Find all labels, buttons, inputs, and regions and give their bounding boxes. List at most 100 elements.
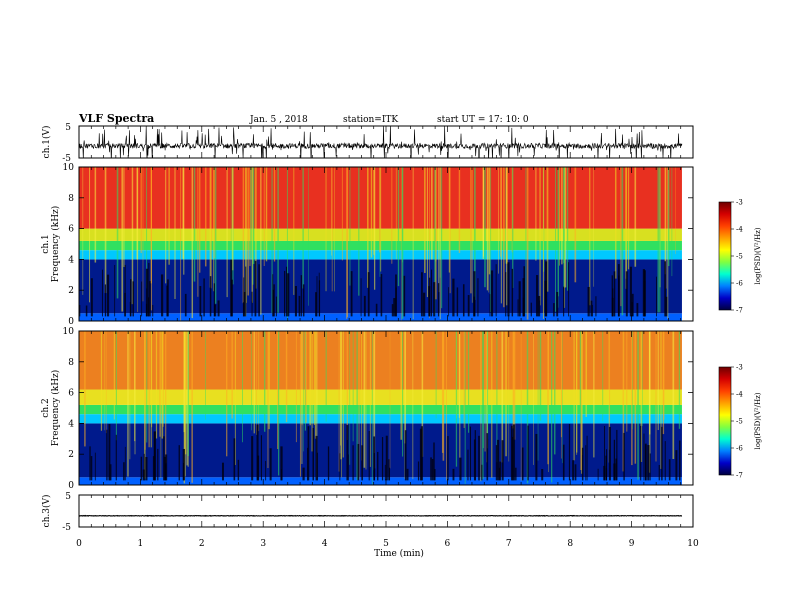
spectrogram-streak (121, 167, 124, 312)
spectrogram-streak (491, 331, 493, 478)
spectrogram-streak (678, 331, 681, 429)
spectrogram-streak (325, 331, 327, 422)
spectrogram-streak (401, 167, 404, 319)
spectrogram-streak (439, 167, 441, 320)
spectrogram-streak (550, 331, 553, 483)
spectrogram-dark-spike (389, 467, 391, 481)
spectrogram-streak (252, 167, 255, 265)
spectrogram-streak (424, 167, 426, 273)
spectrogram-dark-spike (587, 286, 590, 317)
spectrogram-streak (501, 331, 504, 463)
ch2-colorbar-gradient (718, 366, 732, 476)
ch1-spectrogram-image (79, 167, 682, 321)
spectrogram-streak (533, 331, 534, 465)
time-axis-label: Time (min) (374, 548, 424, 559)
spectrogram-streak (547, 331, 549, 465)
spectrogram-dark-spike (604, 425, 605, 481)
ch2-spectrogram-xticks (78, 331, 694, 485)
spectrogram-band-2 (79, 414, 682, 424)
spectrogram-streak (622, 331, 624, 472)
spectrogram-dark-spike (592, 304, 593, 317)
spectrogram-streak (369, 331, 371, 467)
spectrogram-dark-spike (109, 464, 112, 481)
spectrogram-streak (334, 167, 335, 292)
spectrogram-band-1 (79, 423, 682, 478)
spectrogram-streak (561, 167, 563, 265)
spectrogram-dark-spike (486, 433, 489, 481)
spectrogram-dark-spike (512, 436, 514, 481)
spectrogram-streak (441, 167, 443, 309)
spectrogram-streak (623, 331, 625, 450)
spectrogram-dark-spike (605, 455, 607, 481)
spectrogram-streak (127, 331, 129, 477)
spectrogram-streak (197, 167, 199, 297)
spectrogram-dark-spike (618, 275, 620, 317)
spectrogram-streak (526, 167, 529, 320)
spectrogram-dark-spike (501, 440, 504, 481)
spectrogram-streak (370, 167, 373, 258)
ch1-spectrogram-xticks (78, 167, 694, 321)
spectrogram-streak (675, 167, 676, 255)
spectrogram-streak (665, 167, 667, 289)
spectrogram-streak (573, 331, 575, 461)
colorbar-tick-label: -7 (736, 307, 743, 315)
spectrogram-dark-spike (393, 298, 396, 317)
spectrogram-dark-spike (209, 276, 212, 317)
colorbar-tick-label: -4 (736, 226, 743, 234)
colorbar-tick-label: -7 (736, 472, 743, 480)
spectrogram-streak (186, 331, 188, 466)
spectrogram-dark-spike (161, 274, 164, 317)
spectrogram-dark-spike (380, 274, 383, 317)
spectrogram-dark-spike (375, 303, 378, 317)
colorbar-tick-label: -4 (736, 391, 743, 399)
spectrogram-dark-spike (114, 264, 116, 317)
time-axis-tick-label: 3 (260, 539, 266, 549)
spectrogram-dark-spike (367, 272, 370, 317)
spectrogram-streak (458, 167, 461, 253)
spectrogram-dark-spike (462, 284, 465, 317)
time-axis-tick-label: 0 (76, 539, 82, 549)
spectrogram-streak (468, 331, 470, 433)
spectrogram-dark-spike (473, 296, 476, 317)
spectrogram-streak (213, 167, 215, 292)
spectrogram-dark-spike (640, 425, 642, 481)
spectrogram-dark-spike (478, 435, 480, 481)
spectrogram-streak (657, 331, 659, 431)
spectrogram-streak (356, 331, 358, 481)
spectrogram-streak (325, 167, 327, 292)
spectrogram-streak (199, 167, 201, 273)
spectrogram-dark-spike (644, 443, 647, 481)
spectrogram-streak (231, 331, 233, 419)
time-axis-tick-label: 4 (322, 539, 328, 549)
spectrogram-dark-spike (357, 443, 360, 481)
spectrogram-dark-spike (467, 449, 469, 481)
spectrogram-streak (500, 167, 502, 257)
spectrogram-dark-spike (511, 268, 514, 317)
spectrogram-dark-spike (647, 445, 650, 481)
spectrogram-dark-spike (284, 270, 286, 317)
spectrogram-streak (379, 167, 381, 253)
spectrogram-streak (342, 331, 344, 458)
spectrogram-streak (358, 331, 360, 480)
spectrogram-dark-spike (537, 295, 541, 317)
spectrogram-streak (662, 331, 665, 435)
spectrogram-dark-spike (568, 262, 570, 317)
spectrogram-dark-spike (452, 468, 455, 481)
spectrogram-dark-spike (368, 431, 370, 481)
spectrogram-dark-spike (307, 426, 310, 481)
header-start-time: start UT = 17: 10: 0 (437, 115, 529, 125)
spectrogram-streak (667, 167, 670, 267)
spectrogram-streak (180, 167, 182, 321)
spectrogram-dark-spike (406, 468, 409, 481)
spectrogram-streak (554, 331, 556, 455)
spectrogram-streak (191, 331, 193, 483)
spectrogram-dark-spike (233, 438, 236, 481)
spectrogram-dark-spike (675, 450, 678, 481)
spectrogram-streak (295, 331, 297, 443)
spectrogram-dark-spike (456, 287, 459, 317)
spectrogram-dark-spike (664, 441, 666, 481)
ch3-waveform-xticks (78, 495, 694, 527)
spectrogram-streak (574, 167, 577, 283)
spectrogram-dark-spike (521, 447, 524, 481)
spectrogram-streak (187, 331, 189, 457)
